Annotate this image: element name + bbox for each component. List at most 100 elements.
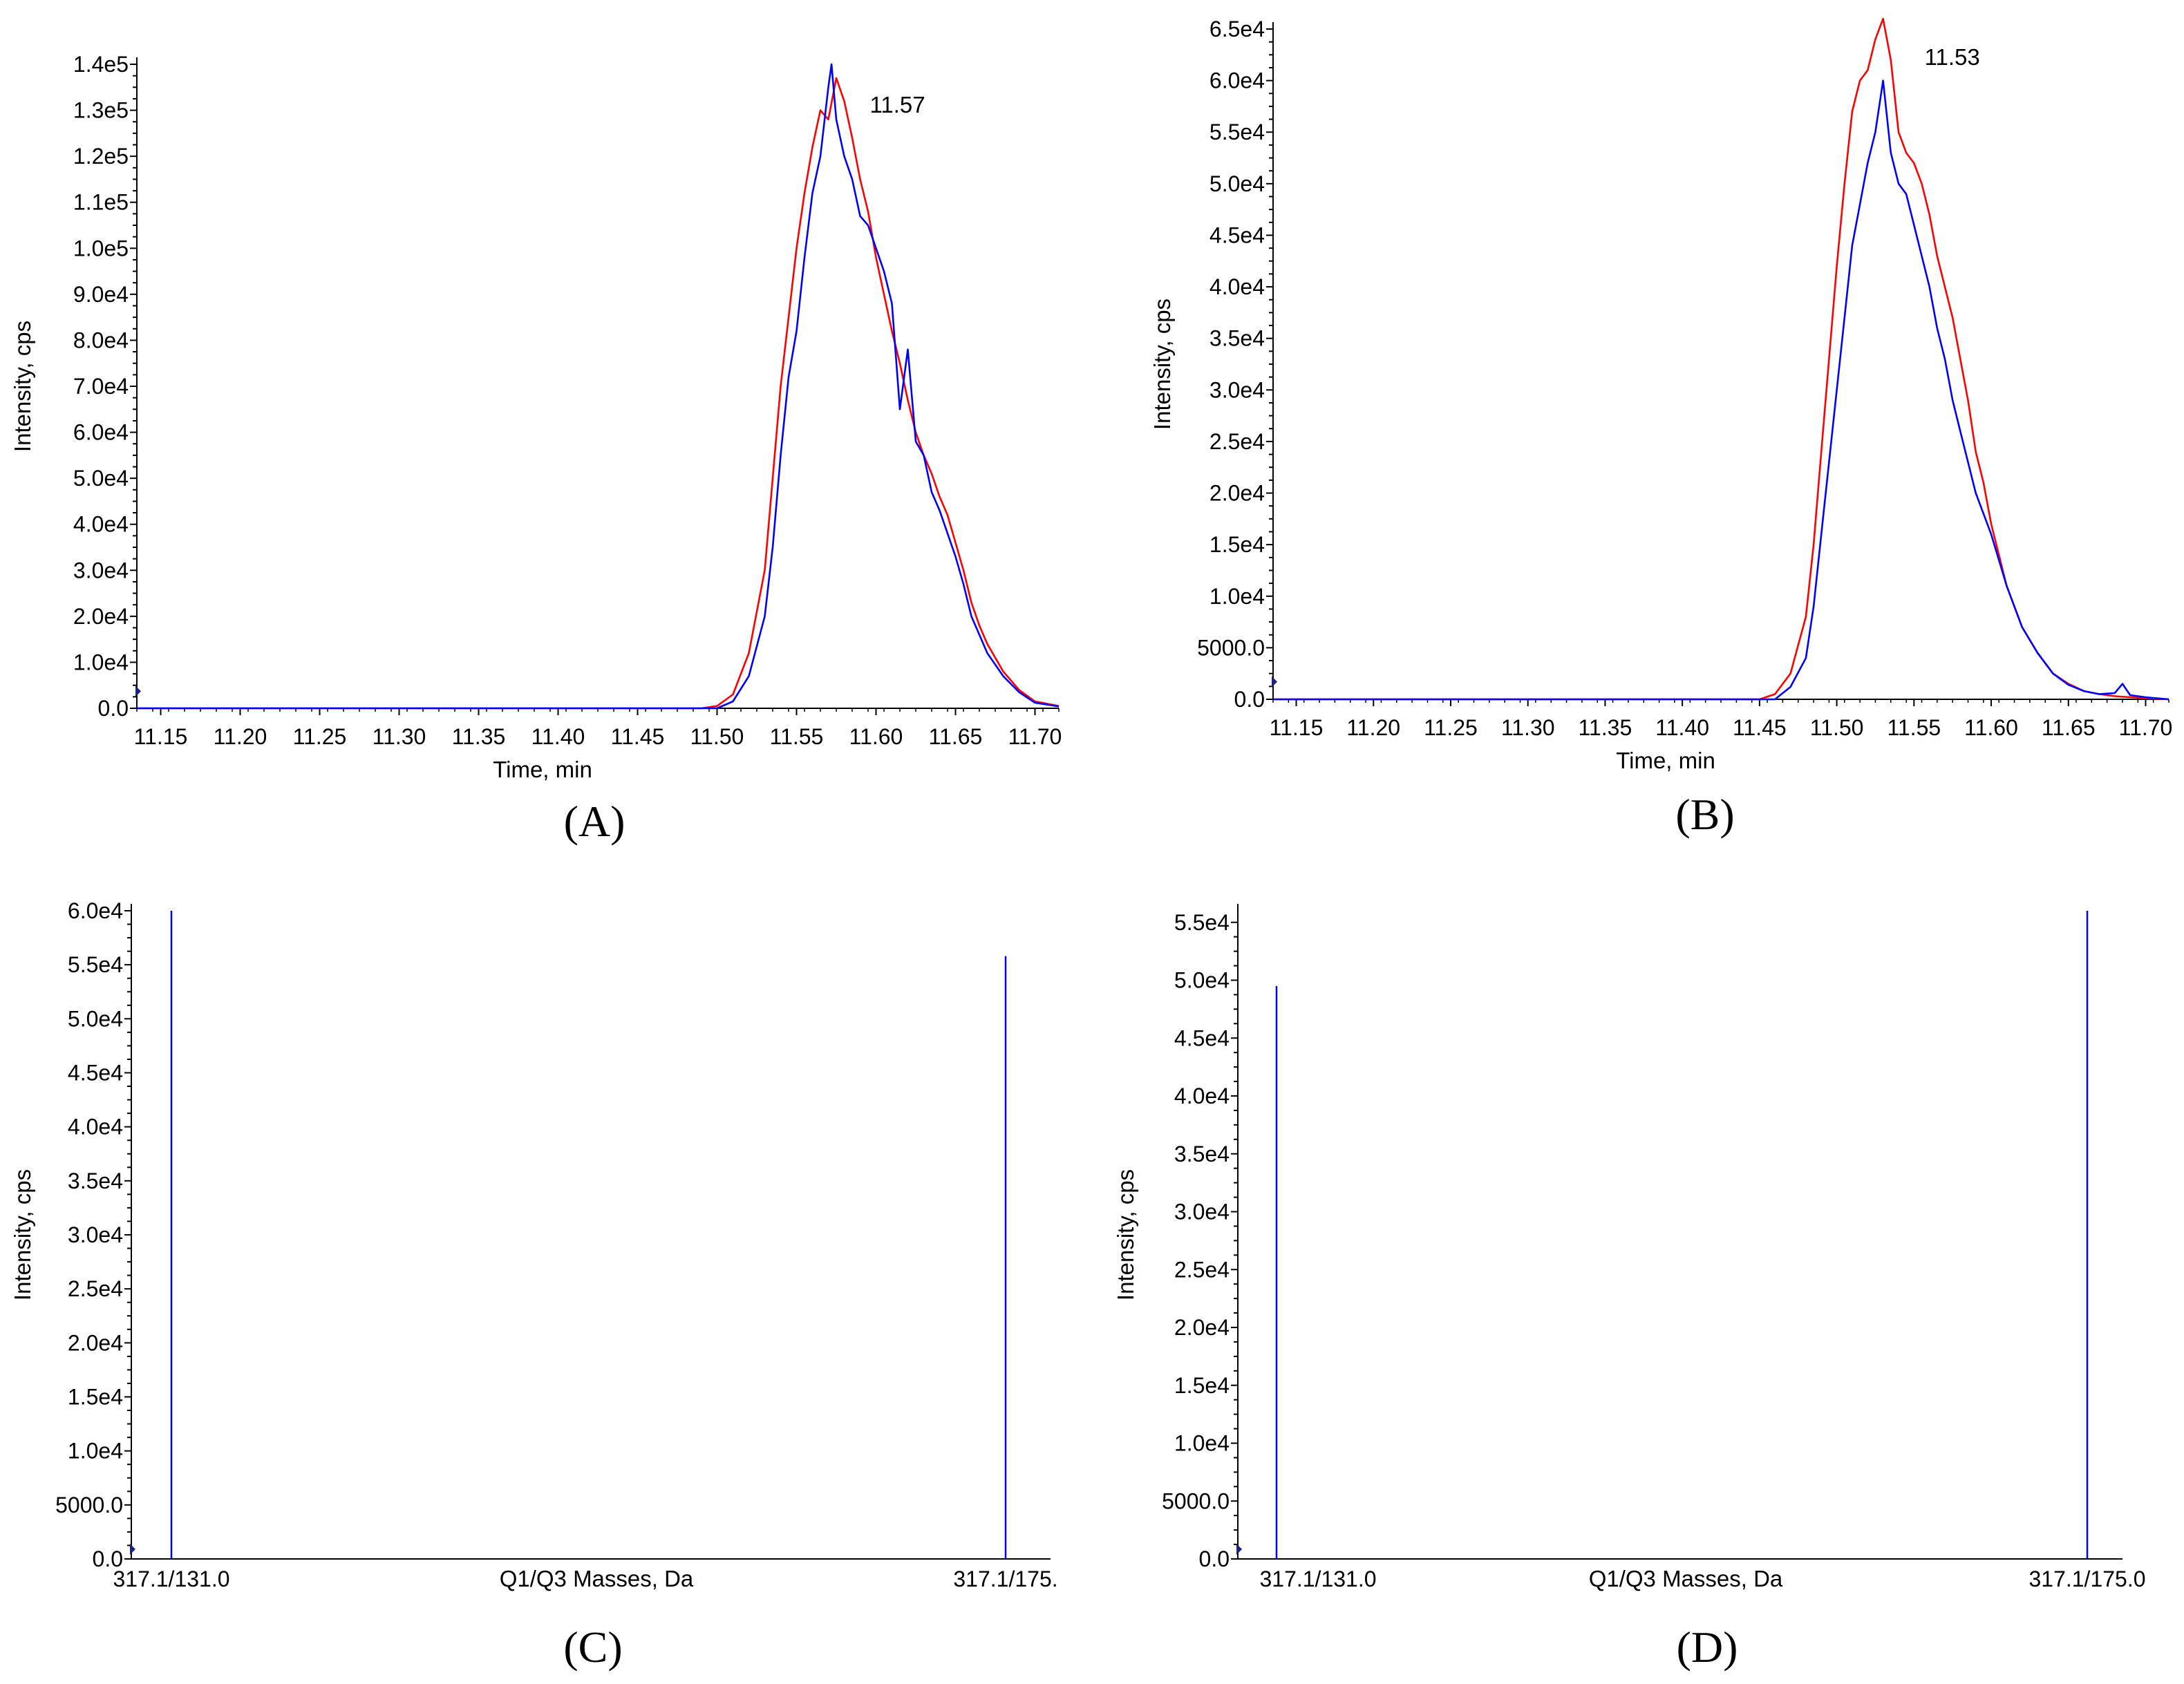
y-tick-label: 1.5e4 [1209,532,1265,557]
x-tick-label: 11.60 [849,724,903,749]
y-tick-label: 5.0e4 [1209,171,1265,196]
y-tick-label: 4.0e4 [73,512,129,537]
y-tick-label: 6.0e4 [73,420,129,445]
x-axis-label: Time, min [1616,748,1715,773]
x-tick-label: 11.65 [2042,715,2096,740]
y-axis-label: Intensity, cps [1149,299,1175,430]
series-blue-trace [1273,79,2169,701]
y-tick-label: 1.0e4 [1209,584,1265,609]
panel-caption: (B) [1675,790,1734,839]
y-tick-label: 5.5e4 [1209,120,1265,144]
panel-caption: (C) [563,1622,622,1672]
y-tick-label: 4.0e4 [1209,274,1265,299]
panel-caption: (A) [564,797,625,846]
y-axis-label: Intensity, cps [10,321,35,452]
series-red-trace [137,77,1060,710]
x-tick-label: 11.65 [929,724,983,749]
y-tick-label: 1.0e5 [73,236,129,261]
y-tick-label: 1.2e5 [73,144,129,169]
y-tick-label: 5000.0 [1162,1488,1230,1513]
x-tick-label: 11.45 [1733,715,1787,740]
panel-caption: (D) [1677,1622,1738,1672]
axis-marker-icon [130,1544,135,1555]
y-tick-label: 3.0e4 [1174,1200,1230,1224]
y-tick-label: 1.3e5 [73,98,129,123]
x-tick-label: 11.50 [1810,715,1864,740]
y-tick-label: 5.5e4 [68,952,123,977]
x-tick-label: 11.30 [1501,715,1555,740]
y-tick-label: 2.5e4 [68,1276,123,1301]
x-tick-label: 11.55 [1887,715,1941,740]
y-tick-label: 7.0e4 [73,374,129,399]
y-tick-label: 1.4e5 [73,52,129,77]
y-tick-label: 4.5e4 [1209,223,1265,247]
y-tick-label: 2.0e4 [1174,1315,1230,1340]
x-tick-label: 11.35 [452,724,506,749]
y-tick-label: 1.0e4 [1174,1431,1230,1456]
panel-d: 0.0 5000.0 1.0e4 1.5e4 2.0e4 2.5e4 3.0e4 3.5e4 4… [1113,904,2146,1672]
y-tick-label: 5.5e4 [1174,910,1230,935]
y-tick-label: 6.0e4 [68,898,123,923]
y-tick-label: 9.0e4 [73,282,129,307]
x-tick-label: 11.70 [1008,724,1062,749]
x-axis-label: Q1/Q3 Masses, Da [500,1566,694,1591]
axis-marker-icon [1272,676,1277,688]
y-tick-label: 4.0e4 [1174,1084,1230,1108]
y-tick-label: 6.5e4 [1209,17,1265,41]
y-axis-label: Intensity, cps [1113,1169,1138,1300]
y-tick-label: 1.5e4 [68,1385,123,1410]
x-category-label: 317.1/131.0 [113,1567,229,1591]
y-tick-label: 2.5e4 [1209,429,1265,454]
y-tick-label: 5.0e4 [68,1006,123,1031]
y-tick-label: 6.0e4 [1209,68,1265,93]
y-tick-label: 1.0e4 [73,650,129,674]
x-tick-label: 11.35 [1579,715,1632,740]
x-tick-label: 11.25 [1424,715,1478,740]
y-tick-label: 2.0e4 [68,1330,123,1355]
y-tick-label: 4.0e4 [68,1115,123,1139]
y-tick-label: 3.0e4 [68,1222,123,1247]
y-tick-label: 2.0e4 [73,604,129,629]
x-axis-label: Q1/Q3 Masses, Da [1589,1566,1783,1591]
y-tick-label: 4.5e4 [1174,1025,1230,1050]
x-tick-label: 11.25 [293,724,347,749]
y-tick-label: 2.0e4 [1209,481,1265,506]
y-tick-label: 5000.0 [55,1493,123,1517]
y-tick-label: 0.0 [1199,1546,1230,1571]
x-tick-label: 11.30 [373,724,426,749]
y-tick-label: 3.0e4 [1209,377,1265,402]
x-tick-label: 11.45 [611,724,665,749]
x-tick-label: 11.55 [770,724,824,749]
y-tick-label: 1.5e4 [1174,1373,1230,1398]
y-tick-label: 5000.0 [1197,635,1265,660]
y-tick-label: 8.0e4 [73,328,129,352]
y-tick-label: 0.0 [98,696,129,721]
x-tick-label: 11.20 [214,724,267,749]
y-tick-label: 5.0e4 [1174,968,1230,993]
axis-marker-icon [135,685,141,697]
x-tick-label: 11.15 [1270,715,1324,740]
y-tick-label: 0.0 [93,1546,123,1571]
x-tick-label: 11.70 [2119,715,2173,740]
x-tick-label: 11.40 [1655,715,1709,740]
y-tick-label: 5.0e4 [73,466,129,491]
y-axis-label: Intensity, cps [10,1169,35,1300]
peak-retention-label: 11.57 [870,92,925,117]
x-tick-label: 11.15 [134,724,188,749]
y-tick-label: 1.0e4 [68,1439,123,1464]
x-tick-label: 11.60 [1964,715,2018,740]
series-red-trace [1273,17,2169,701]
series-blue-trace [137,63,1060,710]
axis-marker-icon [1236,1544,1242,1555]
x-tick-label: 11.20 [1346,715,1400,740]
y-tick-label: 2.5e4 [1174,1257,1230,1282]
x-axis-label: Time, min [493,757,592,782]
y-tick-label: 1.1e5 [73,190,129,215]
x-category-label: 317.1/175.0 [2028,1567,2145,1591]
x-category-label: 317.1/131.0 [1259,1567,1376,1591]
y-tick-label: 4.5e4 [68,1061,123,1086]
panel-b: 0.0 5000.0 1.0e4 1.5e4 2.0e4 2.5e4 3.0e4 3.5e4 4… [1149,17,2172,839]
y-tick-label: 0.0 [1234,687,1265,712]
panel-a: 0.0 1.0e4 2.0e4 3.0e4 4.0e4 5.0e4 6.0e4 7.0e4 8.… [10,52,1062,846]
